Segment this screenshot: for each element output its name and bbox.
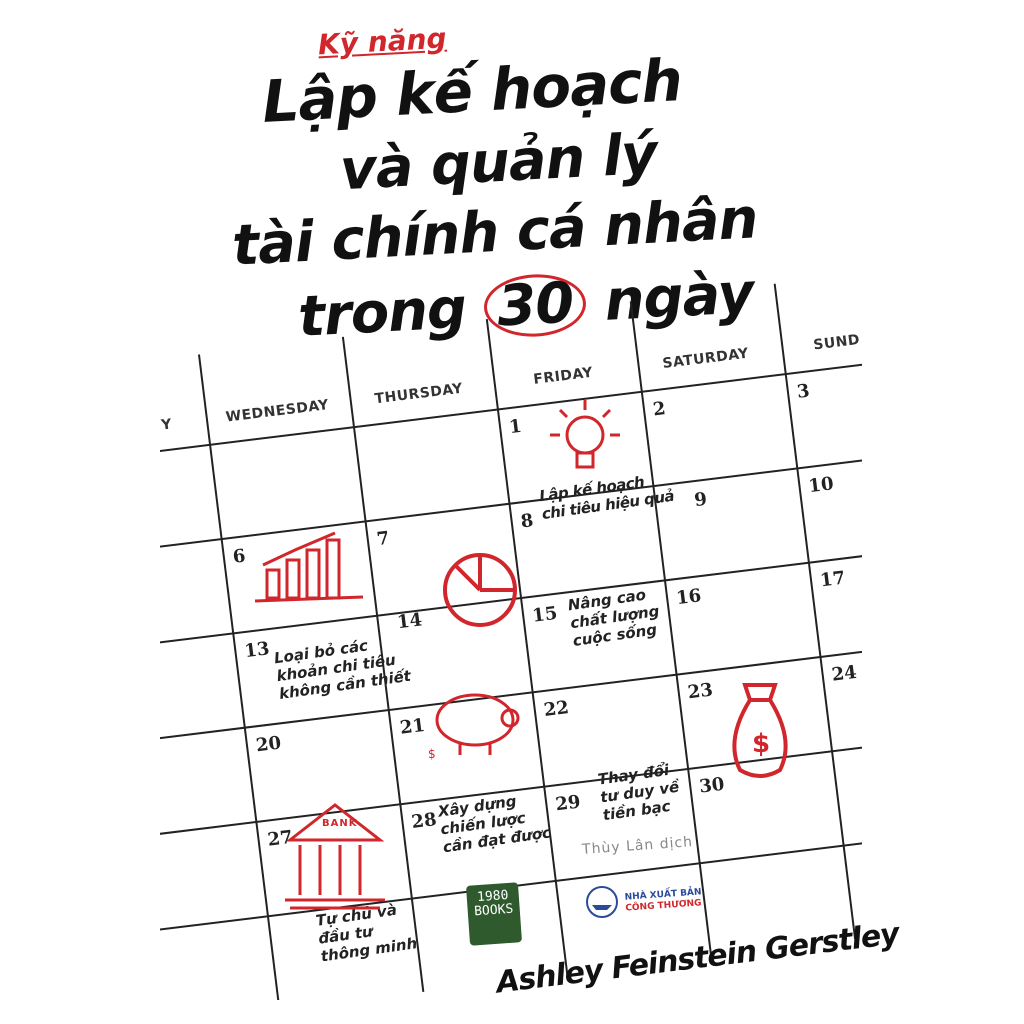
day-number: 22 [542,697,571,722]
bank-label: BANK [322,818,358,829]
day-number: 16 [675,585,703,610]
day-number: 20 [254,732,283,757]
note-day-29: Thay đổi tư duy về tiền bạc [596,760,681,825]
calendar-clip: Y WEDNESDAY THURSDAY FRIDAY SATURDAY SUN… [160,0,862,1000]
svg-text:$: $ [752,729,770,759]
day-number: 28 [410,809,438,833]
day-number: 3 [795,380,811,403]
day-number: 29 [554,791,582,816]
piggy-bank-icon: $ [428,693,520,761]
day-sunday: SUND [812,331,861,354]
day-saturday: SATURDAY [661,345,750,372]
day-number: 6 [231,545,247,568]
publisher-logo-1980-books: 1980 BOOKS [465,882,523,946]
day-number: 10 [807,473,835,498]
day-number: 13 [243,638,271,663]
lightbulb-icon [550,400,620,469]
day-tuesday: Y [160,416,173,434]
day-number: 9 [693,488,709,512]
day-number: 2 [651,398,667,421]
logo-books-text: BOOKS [473,901,514,920]
day-number: 7 [375,527,391,551]
grid-line [197,354,281,1000]
publisher-emblem-icon [586,886,618,918]
day-number: 15 [531,602,559,627]
pie-chart-icon [443,553,517,627]
svg-text:$: $ [428,747,436,761]
money-bag-icon: $ [732,683,788,778]
day-number: 1 [507,415,523,439]
bar-chart-growth-icon [255,531,364,603]
bank-building-icon [285,803,385,910]
grid-line [773,283,857,940]
day-number: 23 [686,679,715,704]
day-number: 24 [830,661,858,686]
day-number: 17 [818,567,847,592]
day-friday: FRIDAY [532,364,594,388]
day-number: 8 [519,510,535,533]
day-wednesday: WEDNESDAY [224,397,330,426]
day-thursday: THURSDAY [373,380,464,408]
